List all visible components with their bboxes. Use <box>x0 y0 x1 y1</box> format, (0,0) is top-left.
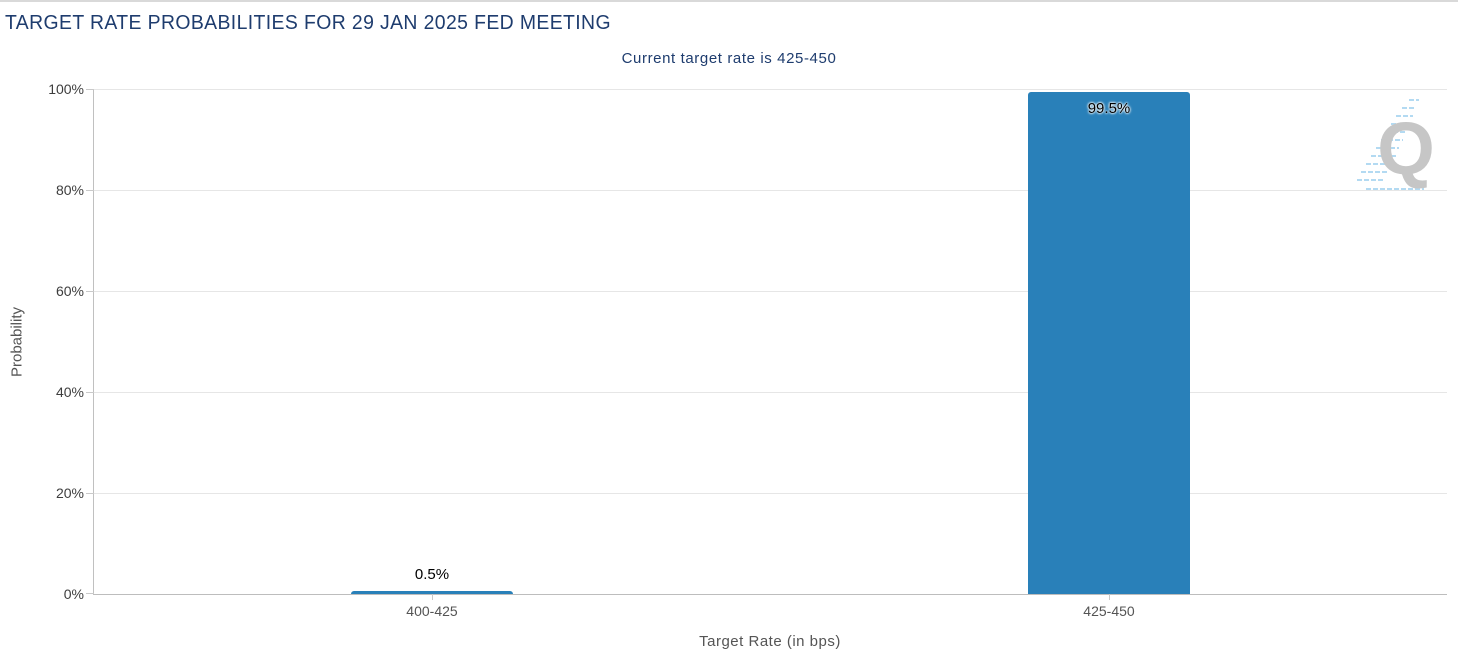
gridline <box>94 492 1447 494</box>
gridline <box>94 391 1447 393</box>
y-axis-title: Probability <box>8 306 26 378</box>
watermark-streaks-icon: Q <box>1357 99 1435 190</box>
page-title: TARGET RATE PROBABILITIES FOR 29 JAN 202… <box>5 12 611 34</box>
watermark-q-letter: Q <box>1377 107 1435 190</box>
chart-subtitle: Current target rate is 425-450 <box>621 50 837 67</box>
x-axis-tick <box>1109 594 1110 600</box>
y-axis-tick-label: 100% <box>48 81 84 97</box>
gridline <box>94 290 1447 292</box>
y-axis-tick-label: 40% <box>55 384 84 400</box>
bar-value-label: 0.5% <box>414 566 450 583</box>
y-axis-tick <box>86 190 94 191</box>
x-axis-tick <box>432 594 433 600</box>
quikstrike-watermark: Q <box>1339 92 1458 212</box>
y-axis-tick-label: 0% <box>63 586 84 602</box>
y-axis-tick <box>86 89 94 90</box>
gridline <box>94 189 1447 191</box>
bar-value-label: 99.5% <box>1087 100 1131 117</box>
bar-425-450[interactable] <box>1028 92 1190 594</box>
gridline <box>94 88 1447 90</box>
y-axis-tick <box>86 593 94 594</box>
y-axis-tick <box>86 493 94 494</box>
x-axis-category-label: 425-450 <box>1083 603 1135 619</box>
bar-400-425[interactable] <box>351 591 513 594</box>
y-axis-tick <box>86 392 94 393</box>
x-axis-title: Target Rate (in bps) <box>699 633 841 650</box>
y-axis-tick-label: 60% <box>55 283 84 299</box>
y-axis-tick-label: 80% <box>55 182 84 198</box>
y-axis-tick-label: 20% <box>55 485 84 501</box>
plot-area: Q 0% 20% 40% 60% 80% 100% 0.5% 400-425 99.5% 425-… <box>48 81 1447 619</box>
x-axis-category-label: 400-425 <box>406 603 458 619</box>
y-axis-tick <box>86 291 94 292</box>
